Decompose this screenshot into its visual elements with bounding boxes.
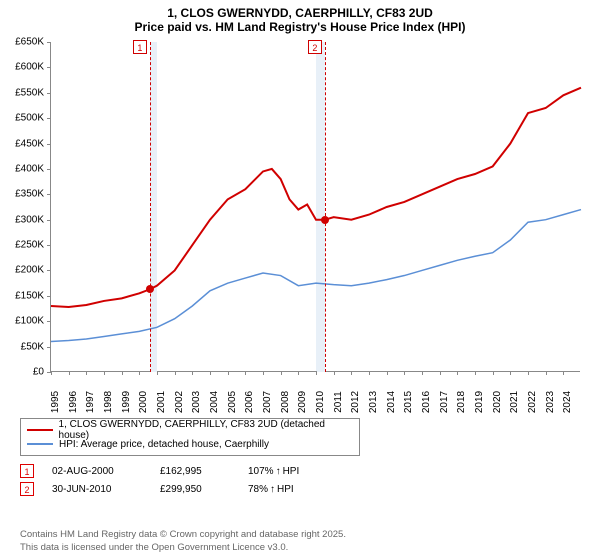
x-tick-label: 2005 [227, 391, 238, 413]
sale-hpi-suffix-2: HPI [277, 484, 294, 495]
sale-hpi-1: 107% ↑ HPI [248, 466, 299, 477]
y-tick-label: £400K [15, 163, 44, 174]
arrow-up-icon: ↑ [276, 466, 281, 477]
title-line-1: 1, CLOS GWERNYDD, CAERPHILLY, CF83 2UD [0, 6, 600, 20]
sale-hpi-2: 78% ↑ HPI [248, 484, 294, 495]
x-tick-label: 2019 [474, 391, 485, 413]
x-tick-label: 2013 [368, 391, 379, 413]
x-tick-label: 1995 [50, 391, 61, 413]
footer-text: Contains HM Land Registry data © Crown c… [20, 529, 346, 554]
x-tick-label: 2022 [527, 391, 538, 413]
sale-date-1: 02-AUG-2000 [52, 466, 142, 477]
x-tick-label: 2012 [350, 391, 361, 413]
x-tick-label: 2006 [244, 391, 255, 413]
x-tick-label: 2002 [174, 391, 185, 413]
y-tick-label: £50K [21, 341, 44, 352]
x-tick-label: 1998 [103, 391, 114, 413]
sale-row-2: 2 30-JUN-2010 £299,950 78% ↑ HPI [20, 480, 299, 498]
y-tick-label: £0 [33, 367, 44, 378]
y-tick-label: £300K [15, 214, 44, 225]
x-tick-label: 2015 [403, 391, 414, 413]
sale-marker-2: 2 [20, 482, 34, 496]
title-block: 1, CLOS GWERNYDD, CAERPHILLY, CF83 2UD P… [0, 0, 600, 36]
series-hpi [51, 210, 581, 342]
title-line-2: Price paid vs. HM Land Registry's House … [0, 20, 600, 34]
legend-swatch-property [27, 429, 53, 431]
sale-price-1: £162,995 [160, 466, 230, 477]
legend-item-property: 1, CLOS GWERNYDD, CAERPHILLY, CF83 2UD (… [27, 423, 353, 437]
x-tick-label: 2004 [209, 391, 220, 413]
x-tick-label: 2020 [492, 391, 503, 413]
x-tick-label: 1997 [85, 391, 96, 413]
y-tick-label: £250K [15, 240, 44, 251]
marker-line [150, 42, 151, 372]
y-tick-label: £100K [15, 316, 44, 327]
y-tick-label: £650K [15, 37, 44, 48]
legend-label-hpi: HPI: Average price, detached house, Caer… [59, 439, 269, 450]
y-tick-label: £450K [15, 138, 44, 149]
footer-line-1: Contains HM Land Registry data © Crown c… [20, 529, 346, 541]
legend-swatch-hpi [27, 443, 53, 445]
y-axis-labels: £0£50K£100K£150K£200K£250K£300K£350K£400… [0, 42, 48, 372]
x-tick-label: 1999 [121, 391, 132, 413]
sale-dot [321, 216, 329, 224]
x-tick-label: 2001 [156, 391, 167, 413]
marker-box: 2 [308, 40, 322, 54]
legend-box: 1, CLOS GWERNYDD, CAERPHILLY, CF83 2UD (… [20, 418, 360, 456]
x-tick-label: 2016 [421, 391, 432, 413]
chart-area: 12 [50, 42, 580, 372]
sale-price-2: £299,950 [160, 484, 230, 495]
series-property [51, 88, 581, 307]
sale-marker-1: 1 [20, 464, 34, 478]
y-tick-label: £600K [15, 62, 44, 73]
marker-box: 1 [133, 40, 147, 54]
arrow-up-icon: ↑ [270, 484, 275, 495]
x-tick-label: 2007 [262, 391, 273, 413]
chart-svg [51, 42, 581, 372]
sale-hpi-pct-2: 78% [248, 484, 268, 495]
y-tick-label: £550K [15, 87, 44, 98]
x-tick-label: 2008 [280, 391, 291, 413]
y-tick-label: £200K [15, 265, 44, 276]
sales-table: 1 02-AUG-2000 £162,995 107% ↑ HPI 2 30-J… [20, 462, 299, 498]
x-tick-label: 2003 [191, 391, 202, 413]
y-tick-label: £500K [15, 113, 44, 124]
sale-dot [146, 285, 154, 293]
x-tick-label: 2014 [386, 391, 397, 413]
x-tick-label: 2021 [509, 391, 520, 413]
x-tick-label: 2024 [562, 391, 573, 413]
sale-hpi-pct-1: 107% [248, 466, 274, 477]
plot-region: 12 [50, 42, 580, 372]
footer-line-2: This data is licensed under the Open Gov… [20, 542, 346, 554]
sale-date-2: 30-JUN-2010 [52, 484, 142, 495]
x-tick-label: 2011 [333, 391, 344, 413]
x-tick-label: 2017 [439, 391, 450, 413]
x-tick-label: 2018 [456, 391, 467, 413]
x-axis-labels: 1995 1996 1997 1998 1999 2000 2001 2002 2003 2004… [50, 374, 580, 414]
sale-hpi-suffix-1: HPI [283, 466, 300, 477]
x-tick-label: 1996 [68, 391, 79, 413]
x-tick-label: 2009 [297, 391, 308, 413]
x-tick-label: 2000 [138, 391, 149, 413]
y-tick-label: £350K [15, 189, 44, 200]
x-tick-label: 2023 [545, 391, 556, 413]
chart-container: 1, CLOS GWERNYDD, CAERPHILLY, CF83 2UD P… [0, 0, 600, 560]
y-tick-label: £150K [15, 290, 44, 301]
marker-line [325, 42, 326, 372]
x-tick-label: 2010 [315, 391, 326, 413]
sale-row-1: 1 02-AUG-2000 £162,995 107% ↑ HPI [20, 462, 299, 480]
